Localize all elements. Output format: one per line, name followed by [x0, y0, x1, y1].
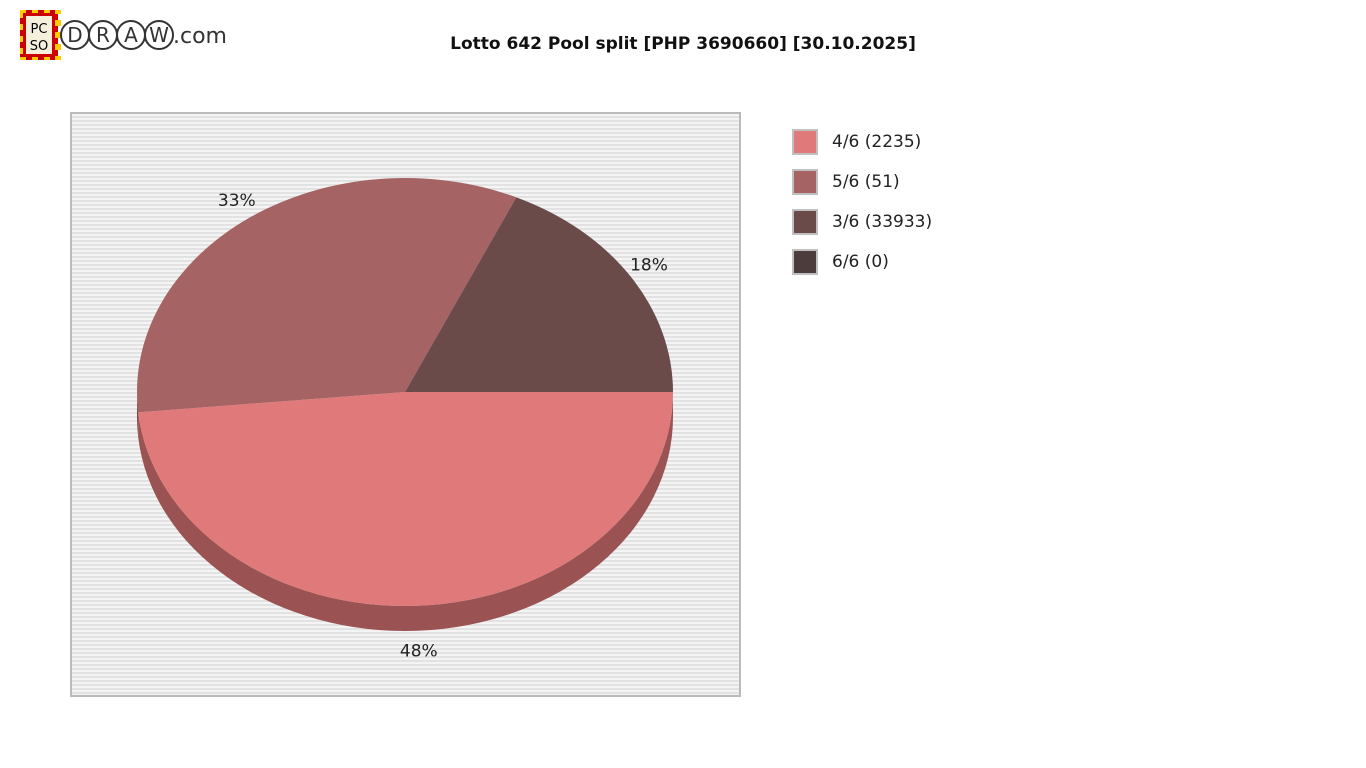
pie-slice-side-1 — [137, 392, 139, 438]
legend-item: 4/6 (2235) — [792, 122, 932, 162]
pie-slice-2 — [405, 197, 673, 392]
legend-item: 5/6 (51) — [792, 162, 932, 202]
legend-item: 3/6 (33933) — [792, 202, 932, 242]
legend-swatch — [792, 129, 818, 155]
svg-text:W: W — [149, 23, 169, 47]
svg-text:D: D — [67, 23, 82, 47]
chart-title: Lotto 642 Pool split [PHP 3690660] [30.1… — [450, 34, 916, 54]
pie-data-label: 33% — [218, 191, 256, 211]
pie-slice-0 — [138, 392, 674, 606]
legend: 4/6 (2235) 5/6 (51) 3/6 (33933) 6/6 (0) — [792, 122, 932, 282]
svg-text:PC: PC — [31, 22, 48, 37]
legend-swatch — [792, 209, 818, 235]
pie-data-label: 18% — [630, 255, 668, 275]
legend-label: 5/6 (51) — [832, 172, 900, 192]
pie-slice-1 — [137, 178, 517, 413]
legend-label: 6/6 (0) — [832, 252, 889, 272]
pie-data-label: 48% — [400, 642, 438, 662]
svg-text:R: R — [96, 23, 110, 47]
legend-swatch — [792, 249, 818, 275]
svg-text:A: A — [124, 23, 138, 47]
legend-item: 6/6 (0) — [792, 242, 932, 282]
legend-swatch — [792, 169, 818, 195]
svg-text:.com: .com — [173, 24, 227, 49]
legend-label: 4/6 (2235) — [832, 132, 922, 152]
legend-label: 3/6 (33933) — [832, 212, 933, 232]
svg-text:SO: SO — [30, 39, 48, 54]
